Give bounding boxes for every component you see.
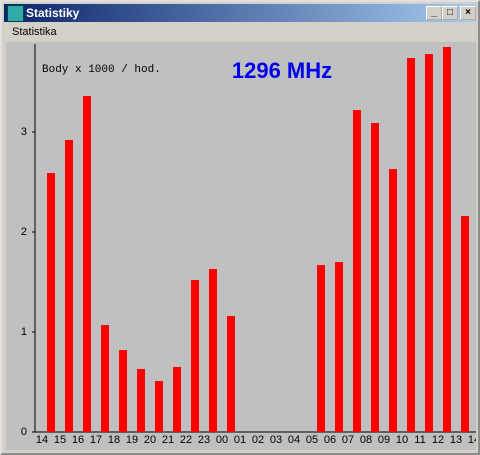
x-tick-label: 05 <box>306 434 318 446</box>
window-title: Statistiky <box>26 6 80 20</box>
x-tick-label: 09 <box>378 434 390 446</box>
app-icon <box>7 5 24 22</box>
x-tick-label: 15 <box>54 434 66 446</box>
x-tick-label: 22 <box>180 434 192 446</box>
x-tick-label: 23 <box>198 434 210 446</box>
x-tick-label: 03 <box>270 434 282 446</box>
maximize-button[interactable]: □ <box>442 6 458 20</box>
x-tick-label: 14 <box>36 434 48 446</box>
x-tick-label: 21 <box>162 434 174 446</box>
bar <box>173 367 181 432</box>
bar <box>83 96 91 432</box>
x-tick-label: 02 <box>252 434 264 446</box>
x-tick-label: 10 <box>396 434 408 446</box>
x-tick-label: 18 <box>108 434 120 446</box>
bar <box>371 123 379 432</box>
menu-item[interactable]: Statistika <box>12 26 57 38</box>
bar <box>227 316 235 432</box>
close-button[interactable]: × <box>460 6 476 20</box>
bar <box>443 47 451 432</box>
bar <box>191 280 199 432</box>
x-tick-label: 11 <box>414 434 425 446</box>
bar <box>317 265 325 432</box>
x-tick-label: 20 <box>144 434 156 446</box>
y-tick-label: 2 <box>21 226 27 238</box>
x-tick-label: 13 <box>450 434 462 446</box>
x-tick-label: 12 <box>432 434 444 446</box>
x-tick-label: 04 <box>288 434 300 446</box>
y-tick-label: 3 <box>21 126 27 138</box>
bar <box>425 54 433 432</box>
bar <box>155 381 163 432</box>
minimize-button[interactable]: _ <box>426 6 442 20</box>
bar <box>353 110 361 432</box>
axis-note: Body x 1000 / hod. <box>42 64 161 76</box>
bar <box>65 140 73 432</box>
x-tick-label: 14 <box>468 434 476 446</box>
x-tick-label: 01 <box>234 434 246 446</box>
x-tick-label: 19 <box>126 434 138 446</box>
bar <box>101 325 109 432</box>
bar <box>137 369 145 432</box>
bar <box>407 58 415 432</box>
y-tick-label: 1 <box>21 326 27 338</box>
bar <box>209 269 217 432</box>
bar <box>335 262 343 432</box>
x-tick-label: 00 <box>216 434 228 446</box>
title-bar: Statistiky _ □ × <box>4 4 476 22</box>
bar <box>47 173 55 432</box>
x-tick-label: 17 <box>90 434 102 446</box>
bar <box>461 216 469 432</box>
bar <box>389 169 397 432</box>
bar <box>119 350 127 432</box>
x-tick-label: 07 <box>342 434 354 446</box>
x-tick-label: 08 <box>360 434 372 446</box>
x-tick-label: 16 <box>72 434 84 446</box>
x-tick-label: 06 <box>324 434 336 446</box>
frequency-label: 1296 MHz <box>232 58 332 83</box>
y-tick-label: 0 <box>21 426 27 438</box>
